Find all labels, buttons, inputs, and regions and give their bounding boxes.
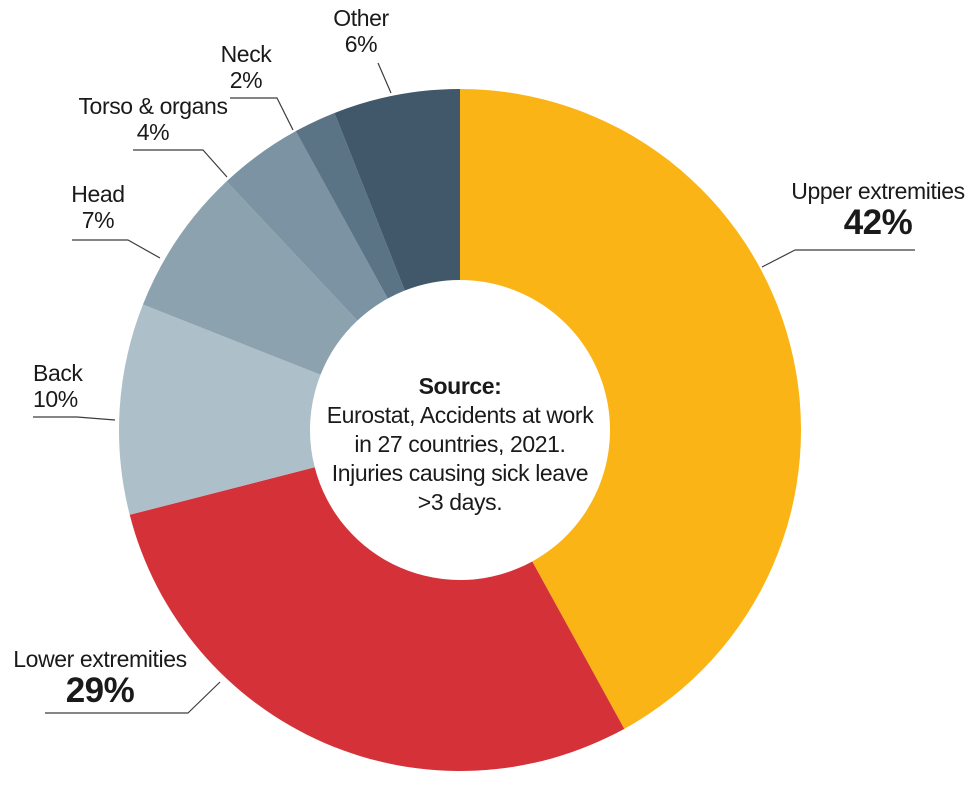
donut-slices — [119, 89, 802, 772]
label-other-pct: 6% — [344, 31, 378, 57]
source-note: Source: Eurostat, Accidents at work in 2… — [295, 372, 625, 517]
label-torso-organs-pct: 4% — [136, 119, 170, 145]
label-upper-extremities-name: Upper extremities — [791, 178, 965, 204]
slice-other — [334, 89, 460, 291]
leader-line-lower-extremities — [45, 681, 221, 714]
label-back: Back 10% — [33, 360, 83, 412]
leader-line-torso — [133, 149, 228, 178]
source-note-line: in 27 countries, 2021. — [354, 431, 566, 457]
label-back-name: Back — [33, 360, 83, 386]
label-head: Head 7% — [71, 181, 125, 233]
leader-line-other — [377, 62, 392, 94]
slice-neck — [295, 112, 405, 299]
label-upper-extremities: Upper extremities 42% — [791, 178, 965, 242]
slice-lower-extremities — [129, 467, 625, 772]
source-note-line: Injuries causing sick leave — [331, 460, 589, 486]
label-lower-extremities: Lower extremities 29% — [13, 646, 187, 710]
label-neck-name: Neck — [220, 41, 272, 67]
label-neck: Neck 2% — [221, 41, 272, 93]
source-note-line: Eurostat, Accidents at work — [326, 402, 594, 428]
slice-head — [142, 181, 358, 375]
label-other-name: Other — [333, 5, 389, 31]
label-torso-organs: Torso & organs 4% — [78, 93, 227, 145]
label-upper-extremities-pct: 42% — [843, 203, 913, 242]
slice-torso-organs — [226, 131, 388, 321]
label-lower-extremities-pct: 29% — [65, 671, 135, 710]
label-lower-extremities-name: Lower extremities — [13, 646, 187, 672]
leader-line-upper-extremities — [761, 249, 915, 268]
leader-line-neck — [230, 97, 294, 131]
source-note-line: >3 days. — [417, 489, 503, 515]
label-other: Other 6% — [333, 5, 389, 57]
label-torso-organs-name: Torso & organs — [78, 93, 228, 119]
leader-line-head — [72, 239, 161, 259]
label-head-name: Head — [71, 181, 125, 207]
slice-upper-extremities — [460, 89, 802, 729]
label-neck-pct: 2% — [229, 67, 263, 93]
source-note-heading: Source: — [418, 373, 502, 399]
label-head-pct: 7% — [81, 207, 115, 233]
label-back-pct: 10% — [33, 386, 78, 412]
slice-back — [119, 304, 321, 515]
leader-line-back — [33, 416, 116, 421]
